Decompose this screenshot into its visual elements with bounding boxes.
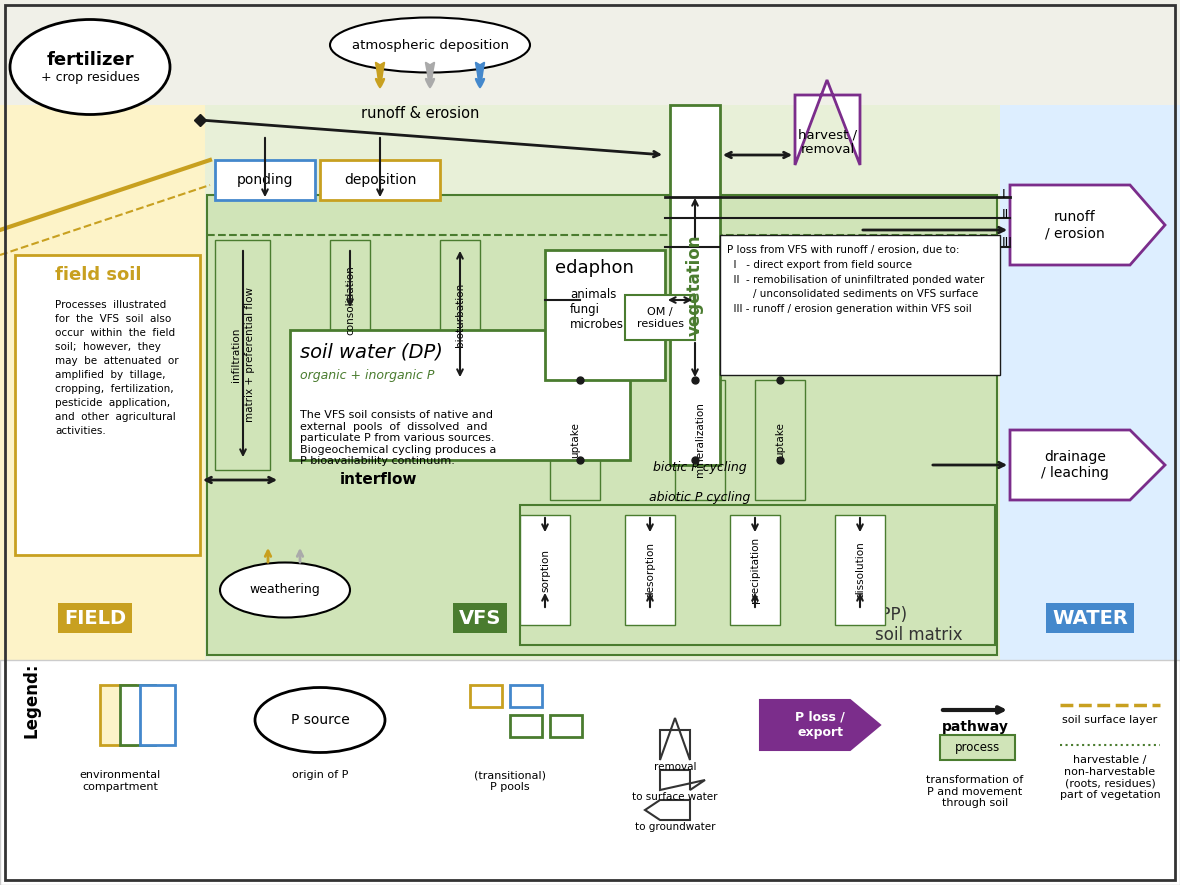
Bar [206,195,997,655]
Text: OM /
residues: OM / residues [636,307,683,329]
Text: uptake: uptake [570,422,581,458]
Text: uptake: uptake [775,422,785,458]
Text: vegetation: vegetation [686,235,704,335]
Bar [625,515,675,625]
Text: environmental
compartment: environmental compartment [79,770,160,791]
Bar [470,685,502,707]
Bar [120,685,155,745]
Ellipse shape [219,563,350,618]
Bar [720,235,999,375]
Text: edaphon: edaphon [555,259,634,277]
Bar [550,715,582,737]
Text: organic + inorganic P: organic + inorganic P [300,368,434,381]
Bar [510,715,542,737]
Text: dissolution: dissolution [856,542,865,598]
Text: to surface water: to surface water [632,792,717,802]
Text: drainage
/ leaching: drainage / leaching [1041,450,1109,480]
Ellipse shape [255,688,385,752]
Text: precipitation: precipitation [750,537,760,603]
Text: Legend:: Legend: [22,662,40,738]
Text: The VFS soil consists of native and
external  pools  of  dissolved  and
particul: The VFS soil consists of native and exte… [300,410,497,466]
Text: III: III [1002,235,1012,249]
Text: process: process [956,742,1001,755]
Bar [675,380,725,500]
Bar [625,295,695,340]
Bar [320,160,440,200]
Text: P loss from VFS with runoff / erosion, due to:
  I   - direct export from field : P loss from VFS with runoff / erosion, d… [727,245,984,314]
Bar [0,0,1180,105]
Bar [670,105,720,465]
Bar [0,660,1180,885]
Text: desorption: desorption [645,542,655,598]
Bar [510,685,542,707]
Text: removal: removal [654,762,696,772]
Bar [290,330,630,460]
Bar [999,105,1180,660]
Bar [215,240,270,470]
Text: (PP)
soil matrix: (PP) soil matrix [876,605,963,644]
Text: soil water (DP): soil water (DP) [300,342,442,361]
Text: + crop residues: + crop residues [40,72,139,84]
Text: atmospheric deposition: atmospheric deposition [352,39,509,51]
Bar [520,505,995,645]
Bar [940,735,1015,760]
Text: harvestable /
non-harvestable
(roots, residues)
part of vegetation: harvestable / non-harvestable (roots, re… [1060,755,1160,800]
Bar [330,240,371,360]
Bar [730,515,780,625]
Text: soil surface layer: soil surface layer [1062,715,1158,725]
Polygon shape [760,700,880,750]
Text: origin of P: origin of P [291,770,348,780]
Text: transformation of
P and movement
through soil: transformation of P and movement through… [926,775,1023,808]
Polygon shape [1010,185,1165,265]
Bar [205,105,999,660]
Bar [215,160,315,200]
Bar [835,515,885,625]
Text: VFS: VFS [459,609,502,627]
Bar [140,685,175,745]
Text: Processes  illustrated
for  the  VFS  soil  also
occur  within  the  field
soil;: Processes illustrated for the VFS soil a… [55,300,178,436]
Text: P loss /
export: P loss / export [795,711,845,739]
Text: pathway: pathway [942,720,1009,734]
Text: biotic P cycling: biotic P cycling [654,461,747,474]
Text: bioturbation: bioturbation [455,283,465,347]
Text: FIELD: FIELD [64,609,126,627]
Text: WATER: WATER [1053,609,1128,627]
Text: sorption: sorption [540,549,550,591]
Text: runoff & erosion: runoff & erosion [361,105,479,120]
Text: consolidation: consolidation [345,266,355,335]
Text: animals
fungi
microbes: animals fungi microbes [570,288,624,331]
Bar [550,685,582,707]
Text: field soil: field soil [55,266,142,284]
Ellipse shape [9,19,170,114]
Text: P source: P source [290,713,349,727]
Text: runoff
/ erosion: runoff / erosion [1045,210,1104,240]
Text: fertilizer: fertilizer [46,51,133,69]
Bar [0,105,205,660]
Text: interflow: interflow [340,473,418,488]
Text: deposition: deposition [343,173,417,187]
Text: harvest /
removal: harvest / removal [799,128,858,156]
Text: I: I [1002,189,1005,202]
Bar [15,255,199,555]
Bar [755,380,805,500]
Text: II: II [1002,209,1009,221]
Polygon shape [1010,430,1165,500]
Bar [545,250,666,380]
Polygon shape [795,80,860,165]
Text: weathering: weathering [250,583,321,596]
Ellipse shape [330,18,530,73]
Bar [100,685,135,745]
Bar [470,715,502,737]
Bar [440,240,480,390]
Bar [550,380,599,500]
Text: ponding: ponding [237,173,294,187]
Text: (transitional)
P pools: (transitional) P pools [474,770,546,791]
Text: infiltration
matrix + preferential flow: infiltration matrix + preferential flow [231,288,255,422]
Text: to groundwater: to groundwater [635,822,715,832]
Text: mineralization: mineralization [695,403,704,477]
Bar [520,515,570,625]
Text: abiotic P cycling: abiotic P cycling [649,491,750,504]
